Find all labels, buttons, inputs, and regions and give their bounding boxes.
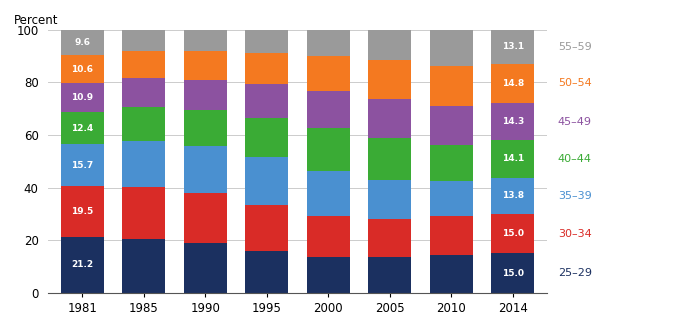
Bar <box>368 30 411 60</box>
Bar <box>368 138 411 180</box>
Bar <box>430 181 473 216</box>
Text: 10.6: 10.6 <box>71 64 93 74</box>
Bar <box>122 141 165 187</box>
Bar <box>491 140 534 178</box>
Bar <box>368 99 411 138</box>
Text: 40–44: 40–44 <box>558 154 592 164</box>
Bar <box>368 219 411 257</box>
Bar <box>122 239 165 293</box>
Bar <box>491 103 534 140</box>
Bar <box>61 186 104 237</box>
Bar <box>122 78 165 107</box>
Text: 10.9: 10.9 <box>71 93 93 102</box>
Text: 12.4: 12.4 <box>71 124 93 133</box>
Bar <box>430 216 473 255</box>
Bar <box>61 30 104 55</box>
Bar <box>245 205 289 251</box>
Text: 9.6: 9.6 <box>74 38 90 47</box>
Bar <box>430 145 473 181</box>
Bar <box>184 111 227 146</box>
Bar <box>307 56 350 91</box>
Bar <box>61 83 104 112</box>
Bar <box>245 118 289 157</box>
Text: 19.5: 19.5 <box>71 207 93 216</box>
Bar <box>184 243 227 293</box>
Bar <box>122 51 165 78</box>
Bar <box>491 29 534 64</box>
Bar <box>184 80 227 111</box>
Text: 13.8: 13.8 <box>502 191 524 200</box>
Bar <box>184 51 227 80</box>
Text: 13.1: 13.1 <box>502 42 524 51</box>
Bar <box>368 180 411 219</box>
Bar <box>245 30 289 53</box>
Bar <box>61 144 104 186</box>
Text: 14.1: 14.1 <box>502 155 524 164</box>
Bar <box>61 55 104 83</box>
Bar <box>491 178 534 214</box>
Bar <box>245 157 289 205</box>
Bar <box>491 64 534 103</box>
Text: 14.8: 14.8 <box>502 79 524 88</box>
Bar <box>61 237 104 293</box>
Bar <box>307 91 350 128</box>
Bar <box>307 30 350 56</box>
Bar <box>491 214 534 253</box>
Bar <box>245 53 289 84</box>
Text: 15.7: 15.7 <box>71 161 93 169</box>
Bar <box>368 257 411 293</box>
Text: 15.0: 15.0 <box>502 268 524 278</box>
Bar <box>122 187 165 239</box>
Text: 55–59: 55–59 <box>558 41 592 52</box>
Bar <box>184 146 227 193</box>
Bar <box>430 107 473 145</box>
Bar <box>184 193 227 243</box>
Bar <box>368 60 411 99</box>
Bar <box>122 107 165 141</box>
Text: 14.3: 14.3 <box>502 117 524 126</box>
Bar <box>307 171 350 216</box>
Text: 25–29: 25–29 <box>558 268 592 278</box>
Text: 21.2: 21.2 <box>71 261 93 269</box>
Text: 50–54: 50–54 <box>558 78 592 88</box>
Text: Percent: Percent <box>14 14 58 27</box>
Text: 15.0: 15.0 <box>502 229 524 238</box>
Bar <box>245 84 289 118</box>
Bar <box>430 30 473 66</box>
Text: 35–39: 35–39 <box>558 191 592 201</box>
Bar <box>430 255 473 293</box>
Bar <box>245 251 289 293</box>
Bar <box>430 66 473 107</box>
Text: 45–49: 45–49 <box>558 116 592 127</box>
Bar <box>307 216 350 257</box>
Text: 30–34: 30–34 <box>558 229 592 239</box>
Bar <box>122 30 165 51</box>
Bar <box>491 253 534 293</box>
Bar <box>184 30 227 51</box>
Bar <box>61 112 104 144</box>
Bar <box>307 128 350 171</box>
Bar <box>307 257 350 293</box>
